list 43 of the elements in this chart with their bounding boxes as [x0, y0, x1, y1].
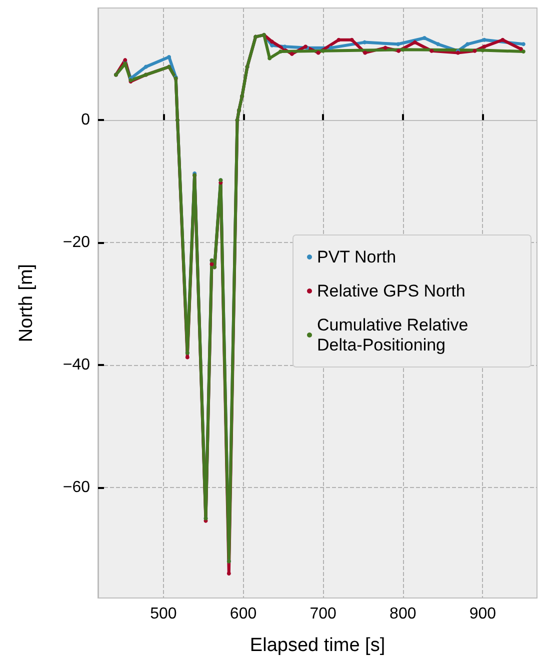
point	[336, 38, 341, 42]
x-tick-label: 800	[390, 606, 416, 622]
point	[422, 36, 426, 40]
point	[430, 48, 434, 53]
legend-label: PVT North	[317, 248, 396, 266]
point	[436, 42, 440, 46]
point	[482, 38, 486, 42]
point	[500, 38, 505, 42]
point	[383, 46, 388, 50]
x-axis-title: Elapsed time [s]	[250, 635, 386, 656]
point	[144, 64, 148, 69]
point	[270, 43, 274, 48]
point	[321, 48, 326, 53]
point	[185, 355, 190, 360]
point	[290, 52, 294, 56]
point	[329, 46, 334, 50]
point	[466, 42, 470, 46]
point	[480, 48, 485, 52]
x-tick-label: 500	[150, 606, 177, 622]
x-tick-label: 600	[230, 606, 257, 622]
y-tick-label: −60	[62, 479, 90, 496]
y-tick-label: −40	[62, 356, 90, 374]
point	[412, 40, 417, 44]
point	[363, 50, 368, 55]
point	[482, 44, 486, 49]
point	[521, 50, 526, 54]
y-tick-label: −20	[62, 234, 90, 252]
point	[519, 47, 524, 52]
point	[362, 40, 367, 44]
point	[270, 40, 274, 44]
point	[316, 50, 320, 55]
y-tick-label: 0	[81, 112, 90, 129]
legend-label: Relative GPS North	[317, 282, 466, 300]
point	[472, 48, 477, 53]
x-tick-label: 700	[310, 606, 337, 622]
point	[396, 42, 400, 46]
point	[396, 48, 401, 53]
point	[210, 262, 214, 266]
point	[282, 44, 287, 49]
point	[350, 38, 354, 42]
y-axis-title: North [m]	[16, 264, 37, 342]
x-tick-label: 900	[469, 606, 496, 622]
legend-label: Cumulative Relative Delta-Positioning	[317, 316, 473, 354]
